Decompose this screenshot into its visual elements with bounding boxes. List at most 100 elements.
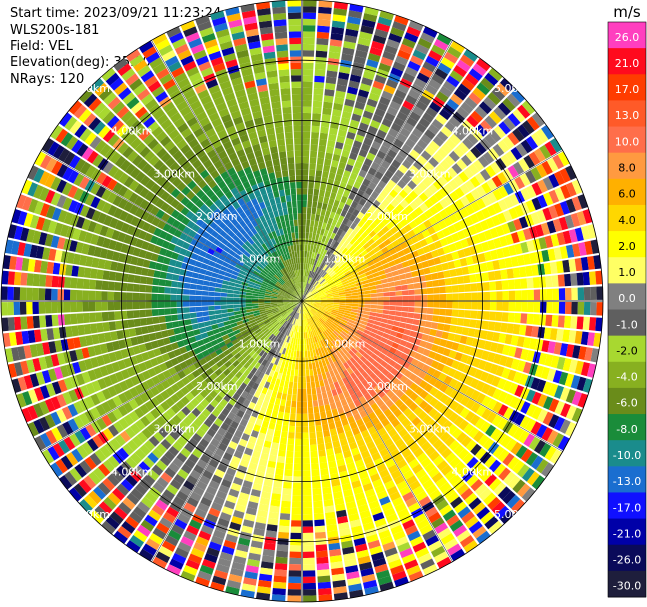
range-gate xyxy=(279,513,291,521)
range-gate xyxy=(311,463,320,471)
range-gate xyxy=(582,316,591,331)
range-gate xyxy=(365,131,376,141)
range-gate xyxy=(314,75,325,83)
range-gate xyxy=(449,202,460,213)
range-gate xyxy=(303,288,306,296)
range-gate xyxy=(308,362,313,370)
range-gate xyxy=(298,332,301,339)
range-gate xyxy=(429,101,442,113)
range-gate xyxy=(292,482,302,490)
range-gate xyxy=(389,226,399,235)
range-gate xyxy=(158,286,165,294)
range-gate xyxy=(314,266,319,274)
range-gate xyxy=(448,116,461,129)
range-gate xyxy=(107,291,115,301)
range-gate xyxy=(408,289,415,296)
range-gate xyxy=(539,144,552,160)
range-gate xyxy=(19,287,27,300)
range-gate xyxy=(309,163,316,170)
range-gate xyxy=(339,303,346,306)
range-gate xyxy=(543,192,554,206)
range-gate xyxy=(195,295,202,301)
range-gate xyxy=(468,163,480,176)
range-gate xyxy=(402,159,412,170)
range-gate xyxy=(343,285,351,290)
range-gate xyxy=(287,582,301,590)
range-gate xyxy=(418,212,428,222)
range-gate xyxy=(393,258,402,265)
range-gate xyxy=(302,137,310,145)
range-gate xyxy=(457,309,465,318)
range-gate xyxy=(333,199,340,208)
range-gate xyxy=(390,26,405,38)
range-gate xyxy=(302,282,304,289)
range-gate xyxy=(430,249,440,258)
range-gate xyxy=(329,284,337,289)
range-gate xyxy=(372,234,380,242)
range-gate xyxy=(315,424,323,432)
range-gate xyxy=(320,297,327,299)
range-gate xyxy=(351,303,359,307)
range-gate xyxy=(373,156,383,165)
range-gate xyxy=(101,301,108,311)
range-gate xyxy=(336,84,347,93)
range-gate xyxy=(405,252,414,261)
range-gate xyxy=(329,262,336,269)
range-gate xyxy=(199,268,207,275)
range-gate xyxy=(308,356,312,364)
range-gate xyxy=(233,311,241,316)
range-gate xyxy=(339,230,347,238)
range-gate xyxy=(251,298,259,301)
range-gate xyxy=(7,286,14,300)
range-gate xyxy=(409,111,421,122)
range-gate xyxy=(322,242,328,250)
range-gate xyxy=(210,276,218,283)
range-gate xyxy=(277,531,290,539)
range-gate xyxy=(506,93,521,108)
range-gate xyxy=(533,301,541,313)
range-gate xyxy=(344,137,354,146)
range-gate xyxy=(407,258,416,266)
range-gate xyxy=(325,291,333,295)
range-gate xyxy=(302,570,316,577)
range-gate xyxy=(309,285,314,292)
range-gate xyxy=(416,139,428,150)
range-gate xyxy=(432,223,442,233)
range-gate xyxy=(304,289,308,296)
range-gate xyxy=(309,157,317,164)
range-gate xyxy=(312,362,317,370)
range-gate xyxy=(202,316,210,322)
range-gate xyxy=(331,20,346,29)
range-gate xyxy=(302,213,307,220)
range-gate xyxy=(378,242,386,250)
range-gate xyxy=(314,374,319,382)
range-gate xyxy=(170,287,178,294)
range-gate xyxy=(470,188,481,201)
range-gate xyxy=(302,150,310,157)
range-gate xyxy=(478,101,492,115)
range-gate xyxy=(418,117,431,129)
range-gate xyxy=(389,189,399,199)
range-gate xyxy=(456,106,470,119)
range-gate xyxy=(320,411,327,419)
range-gate xyxy=(542,176,554,191)
range-gate xyxy=(445,138,457,150)
range-gate xyxy=(311,387,317,395)
range-gate xyxy=(279,443,287,451)
range-gate xyxy=(286,450,294,458)
range-gate xyxy=(341,278,348,283)
range-gate xyxy=(302,125,311,132)
range-gate xyxy=(508,301,516,312)
range-gate xyxy=(460,238,469,249)
range-gate xyxy=(191,272,199,279)
range-gate xyxy=(358,149,368,158)
range-gate xyxy=(438,315,446,324)
range-gate xyxy=(302,62,314,70)
range-gate xyxy=(317,287,324,292)
range-gate xyxy=(90,323,98,334)
range-gate xyxy=(406,318,414,325)
range-gate xyxy=(352,208,360,217)
range-gate xyxy=(557,315,565,328)
range-gate xyxy=(307,244,311,252)
range-gate xyxy=(307,263,310,271)
